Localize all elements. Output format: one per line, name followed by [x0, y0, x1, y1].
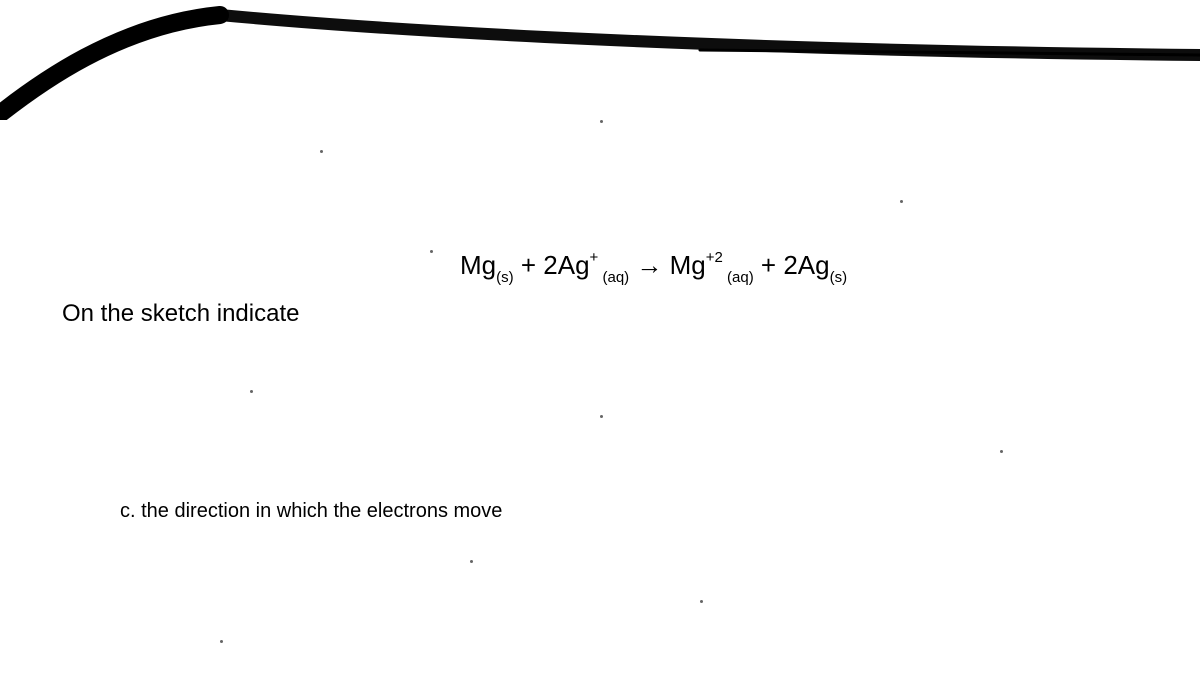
scan-speck	[700, 600, 703, 603]
eq-product2-state: (s)	[830, 269, 848, 286]
scan-speck	[320, 150, 323, 153]
scan-speck	[470, 560, 473, 563]
eq-plus1: +	[514, 250, 544, 280]
sub-item-c: c. the direction in which the electrons …	[120, 500, 502, 523]
eq-reactant2-charge: +	[590, 249, 599, 266]
eq-reactant1-state: (s)	[496, 269, 514, 286]
eq-product1-charge: +2	[706, 249, 723, 266]
eq-reactant2-coef: 2	[543, 250, 557, 280]
eq-product1-state: (aq)	[723, 269, 754, 286]
scan-speck	[600, 415, 603, 418]
chemical-equation: Mg(s) + 2Ag+ (aq) → Mg+2 (aq) + 2Ag(s)	[460, 250, 847, 284]
eq-arrow: →	[629, 250, 669, 280]
sub-item-text: the direction in which the electrons mov…	[136, 500, 503, 522]
scan-speck	[900, 200, 903, 203]
scan-speck	[600, 120, 603, 123]
eq-reactant2-base: Ag	[558, 250, 590, 280]
eq-product2-coef: 2	[783, 250, 797, 280]
scan-speck	[430, 250, 433, 253]
prompt-text: On the sketch indicate	[62, 300, 299, 328]
eq-reactant2-state: (aq)	[598, 269, 629, 286]
eq-reactant1-base: Mg	[460, 250, 496, 280]
scan-speck	[250, 390, 253, 393]
scan-speck	[220, 640, 223, 643]
scan-speck	[1000, 450, 1003, 453]
sub-item-label: c.	[120, 500, 136, 522]
eq-product1-base: Mg	[670, 250, 706, 280]
eq-product2-base: Ag	[798, 250, 830, 280]
eq-plus2: +	[754, 250, 784, 280]
page-edge-curve	[0, 0, 1200, 120]
